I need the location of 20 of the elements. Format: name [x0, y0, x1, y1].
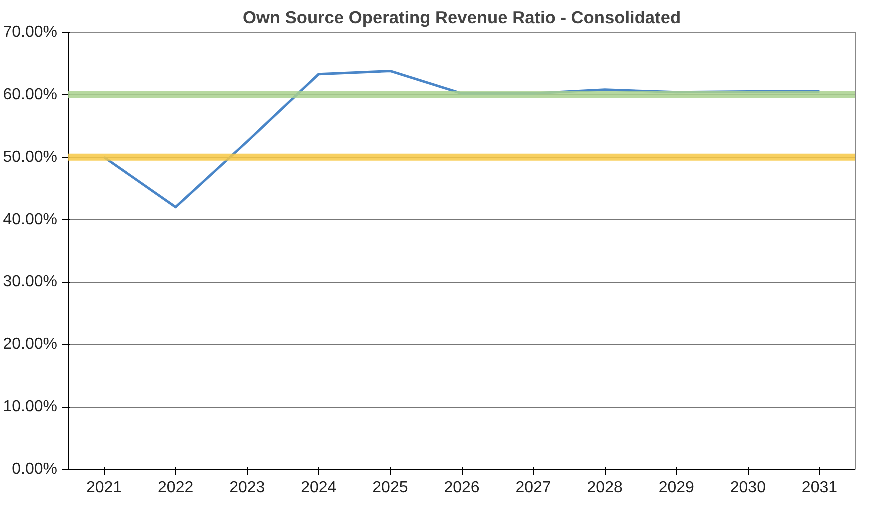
x-tick-label: 2030 — [730, 480, 766, 496]
chart-title: Own Source Operating Revenue Ratio - Consolidated — [242, 8, 682, 28]
x-tick-label: 2026 — [444, 480, 480, 496]
x-tick-label: 2027 — [516, 480, 552, 496]
x-tick-label: 2028 — [587, 480, 623, 496]
y-tick-label: 10.00% — [3, 398, 58, 416]
x-tick-label: 2029 — [658, 480, 695, 496]
x-tick-label: 2025 — [372, 480, 408, 496]
y-tick-label: 50.00% — [3, 148, 58, 166]
y-tick-label: 40.00% — [3, 211, 58, 228]
x-tick-label: 2022 — [158, 480, 194, 496]
y-tick-label: 0.00% — [12, 461, 58, 478]
x-tick-label: 2024 — [301, 480, 337, 496]
y-tick-label: 70.00% — [3, 24, 58, 41]
y-tick-label: 30.00% — [3, 274, 58, 291]
y-tick-label: 60.00% — [3, 86, 58, 104]
x-tick-label: 2031 — [802, 480, 838, 496]
y-tick-label: 20.00% — [3, 336, 58, 354]
x-tick-label: 2023 — [230, 480, 266, 496]
x-tick-label: 2021 — [86, 480, 122, 496]
